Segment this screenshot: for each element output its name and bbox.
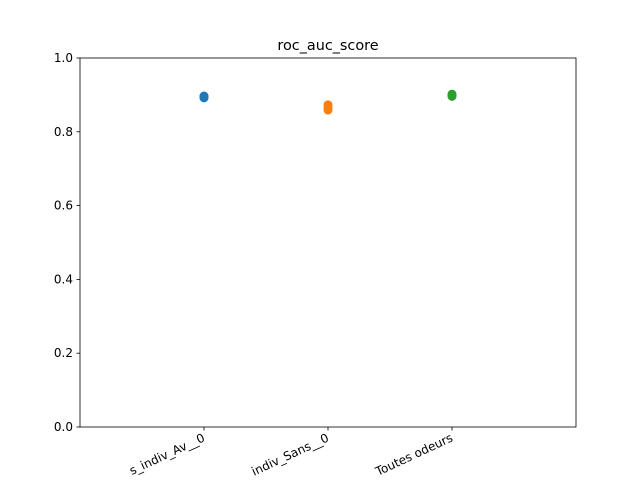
- y-tick-label: 0.2: [54, 346, 73, 360]
- point: [199, 91, 209, 101]
- y-tick-label: 1.0: [54, 51, 73, 65]
- y-tick-label: 0.8: [54, 125, 73, 139]
- chart-title: roc_auc_score: [277, 38, 378, 54]
- point: [447, 89, 457, 99]
- y-tick-label: 0.0: [54, 420, 73, 434]
- y-tick-label: 0.4: [54, 272, 73, 286]
- y-tick-label: 0.6: [54, 199, 73, 213]
- point: [323, 100, 333, 110]
